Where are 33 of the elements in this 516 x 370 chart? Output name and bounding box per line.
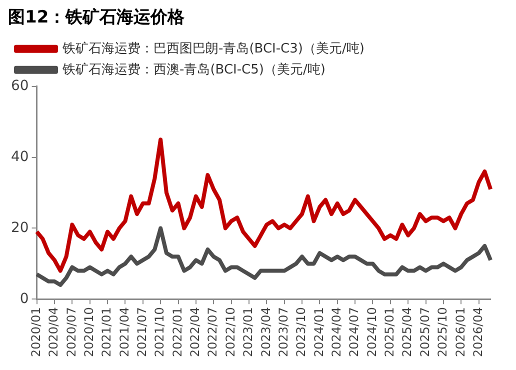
x-tick-label: 2025/10 bbox=[436, 307, 450, 358]
x-tick-label: 2025/07 bbox=[418, 307, 432, 358]
legend-label: 铁矿石海运费：巴西图巴朗-青岛(BCI-C3)（美元/吨) bbox=[62, 40, 364, 56]
y-tick-label: 0 bbox=[20, 290, 29, 307]
chart-title: 图12：铁矿石海运价格 bbox=[8, 8, 186, 28]
x-tick-label: 2026/04 bbox=[470, 307, 485, 358]
x-tick-label: 2021/07 bbox=[135, 307, 150, 358]
x-tick-label: 2022/01 bbox=[170, 307, 184, 358]
x-tick-label: 2023/10 bbox=[294, 307, 308, 358]
x-tick-label: 2020/04 bbox=[46, 307, 61, 358]
x-tick-label: 2024/07 bbox=[347, 307, 362, 358]
x-tick-label: 2024/10 bbox=[364, 307, 379, 358]
x-tick-label: 2026/01 bbox=[453, 307, 468, 358]
x-tick-label: 2021/10 bbox=[152, 307, 167, 358]
legend-label: 铁矿石海运费：西澳-青岛(BCI-C5)（美元/吨) bbox=[62, 61, 326, 78]
x-tick-label: 2021/01 bbox=[100, 307, 114, 358]
y-tick-label: 60 bbox=[10, 78, 29, 94]
x-tick-label: 2022/10 bbox=[223, 307, 238, 358]
x-tick-label: 2021/04 bbox=[117, 307, 132, 358]
x-tick-label: 2020/01 bbox=[28, 307, 43, 358]
x-tick-label: 2020/07 bbox=[64, 307, 78, 358]
y-tick-label: 20 bbox=[10, 220, 29, 236]
x-tick-label: 2022/07 bbox=[206, 307, 220, 358]
x-tick-label: 2024/01 bbox=[312, 307, 326, 358]
y-tick-label: 40 bbox=[10, 148, 29, 165]
x-tick-label: 2022/04 bbox=[188, 307, 202, 358]
x-tick-label: 2023/07 bbox=[276, 307, 290, 358]
x-tick-label: 2020/10 bbox=[82, 307, 96, 358]
x-tick-label: 2025/01 bbox=[382, 307, 397, 358]
x-tick-label: 2023/04 bbox=[258, 307, 273, 358]
x-tick-label: 2025/04 bbox=[400, 307, 414, 358]
x-tick-label: 2024/04 bbox=[330, 307, 344, 358]
x-tick-label: 2023/01 bbox=[241, 307, 256, 358]
